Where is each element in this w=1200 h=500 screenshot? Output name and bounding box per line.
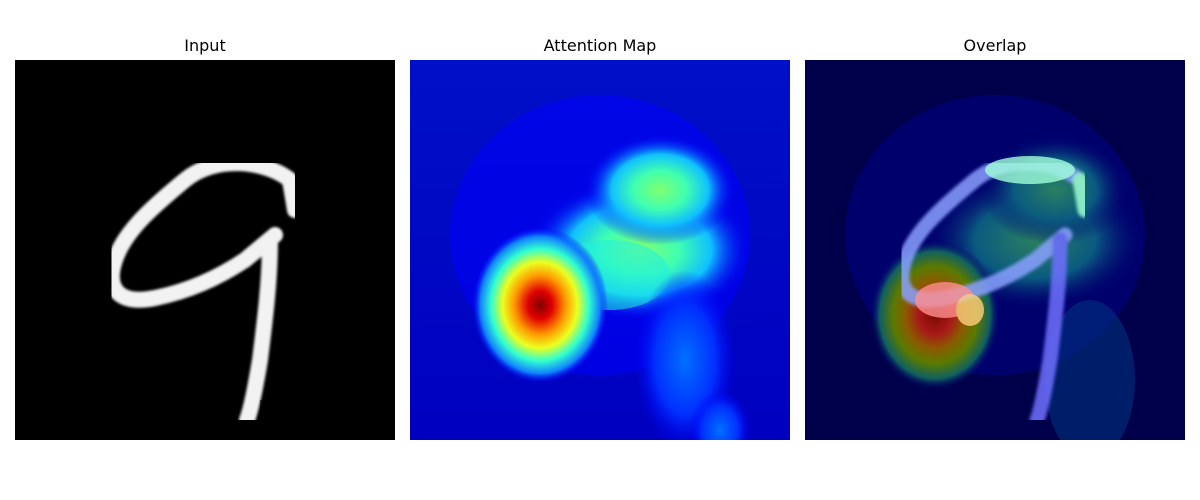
panel-title-attention: Attention Map: [543, 36, 657, 55]
attention-image: [410, 60, 790, 440]
panel-overlap: Overlap: [805, 0, 1185, 500]
input-digit-image: [15, 60, 395, 440]
panel-title-overlap: Overlap: [963, 36, 1027, 55]
panel-attention: Attention Map: [410, 0, 790, 500]
panel-title-input: Input: [184, 36, 226, 55]
overlap-image: [805, 60, 1185, 440]
input-image: [15, 60, 395, 440]
attention-heatmap-image: [410, 60, 790, 440]
panel-input: Input: [15, 0, 395, 500]
overlap-composite-image: [805, 60, 1185, 440]
